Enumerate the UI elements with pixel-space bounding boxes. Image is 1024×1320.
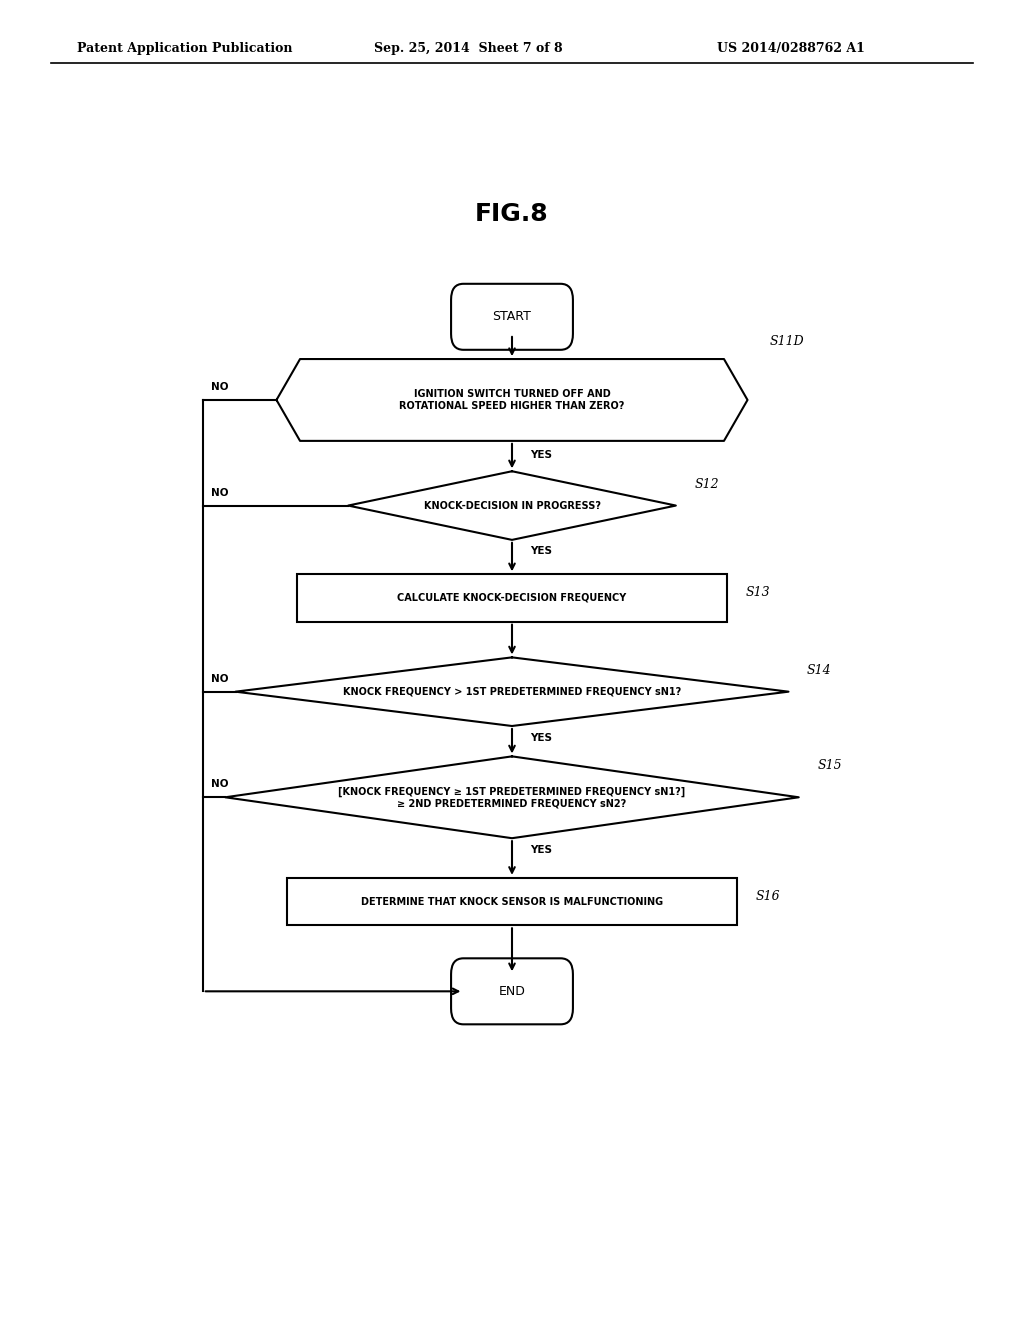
Polygon shape bbox=[276, 359, 748, 441]
FancyBboxPatch shape bbox=[451, 958, 573, 1024]
FancyBboxPatch shape bbox=[451, 284, 573, 350]
Text: START: START bbox=[493, 310, 531, 323]
Text: YES: YES bbox=[530, 845, 552, 855]
Text: KNOCK FREQUENCY > 1ST PREDETERMINED FREQUENCY sN1?: KNOCK FREQUENCY > 1ST PREDETERMINED FREQ… bbox=[343, 686, 681, 697]
Text: IGNITION SWITCH TURNED OFF AND
ROTATIONAL SPEED HIGHER THAN ZERO?: IGNITION SWITCH TURNED OFF AND ROTATIONA… bbox=[399, 389, 625, 411]
Text: KNOCK-DECISION IN PROGRESS?: KNOCK-DECISION IN PROGRESS? bbox=[424, 500, 600, 511]
Bar bbox=[297, 574, 727, 622]
Text: S12: S12 bbox=[694, 478, 719, 491]
Text: S11D: S11D bbox=[770, 335, 805, 348]
Text: US 2014/0288762 A1: US 2014/0288762 A1 bbox=[717, 42, 864, 55]
Text: END: END bbox=[499, 985, 525, 998]
Polygon shape bbox=[225, 756, 799, 838]
Text: NO: NO bbox=[211, 381, 228, 392]
Text: S16: S16 bbox=[756, 890, 780, 903]
Text: S14: S14 bbox=[807, 664, 831, 677]
Polygon shape bbox=[236, 657, 788, 726]
Text: [KNOCK FREQUENCY ≥ 1ST PREDETERMINED FREQUENCY sN1?]
≥ 2ND PREDETERMINED FREQUEN: [KNOCK FREQUENCY ≥ 1ST PREDETERMINED FRE… bbox=[338, 787, 686, 808]
Text: YES: YES bbox=[530, 546, 552, 557]
Text: S15: S15 bbox=[817, 759, 842, 772]
Polygon shape bbox=[348, 471, 676, 540]
Text: DETERMINE THAT KNOCK SENSOR IS MALFUNCTIONING: DETERMINE THAT KNOCK SENSOR IS MALFUNCTI… bbox=[360, 896, 664, 907]
Text: NO: NO bbox=[211, 487, 228, 498]
Text: NO: NO bbox=[211, 779, 228, 789]
Text: Sep. 25, 2014  Sheet 7 of 8: Sep. 25, 2014 Sheet 7 of 8 bbox=[374, 42, 562, 55]
Bar bbox=[287, 878, 737, 925]
Text: YES: YES bbox=[530, 450, 552, 461]
Text: CALCULATE KNOCK-DECISION FREQUENCY: CALCULATE KNOCK-DECISION FREQUENCY bbox=[397, 593, 627, 603]
Text: S13: S13 bbox=[745, 586, 770, 599]
Text: YES: YES bbox=[530, 733, 552, 743]
Text: FIG.8: FIG.8 bbox=[475, 202, 549, 226]
Text: Patent Application Publication: Patent Application Publication bbox=[77, 42, 292, 55]
Text: NO: NO bbox=[211, 673, 228, 684]
